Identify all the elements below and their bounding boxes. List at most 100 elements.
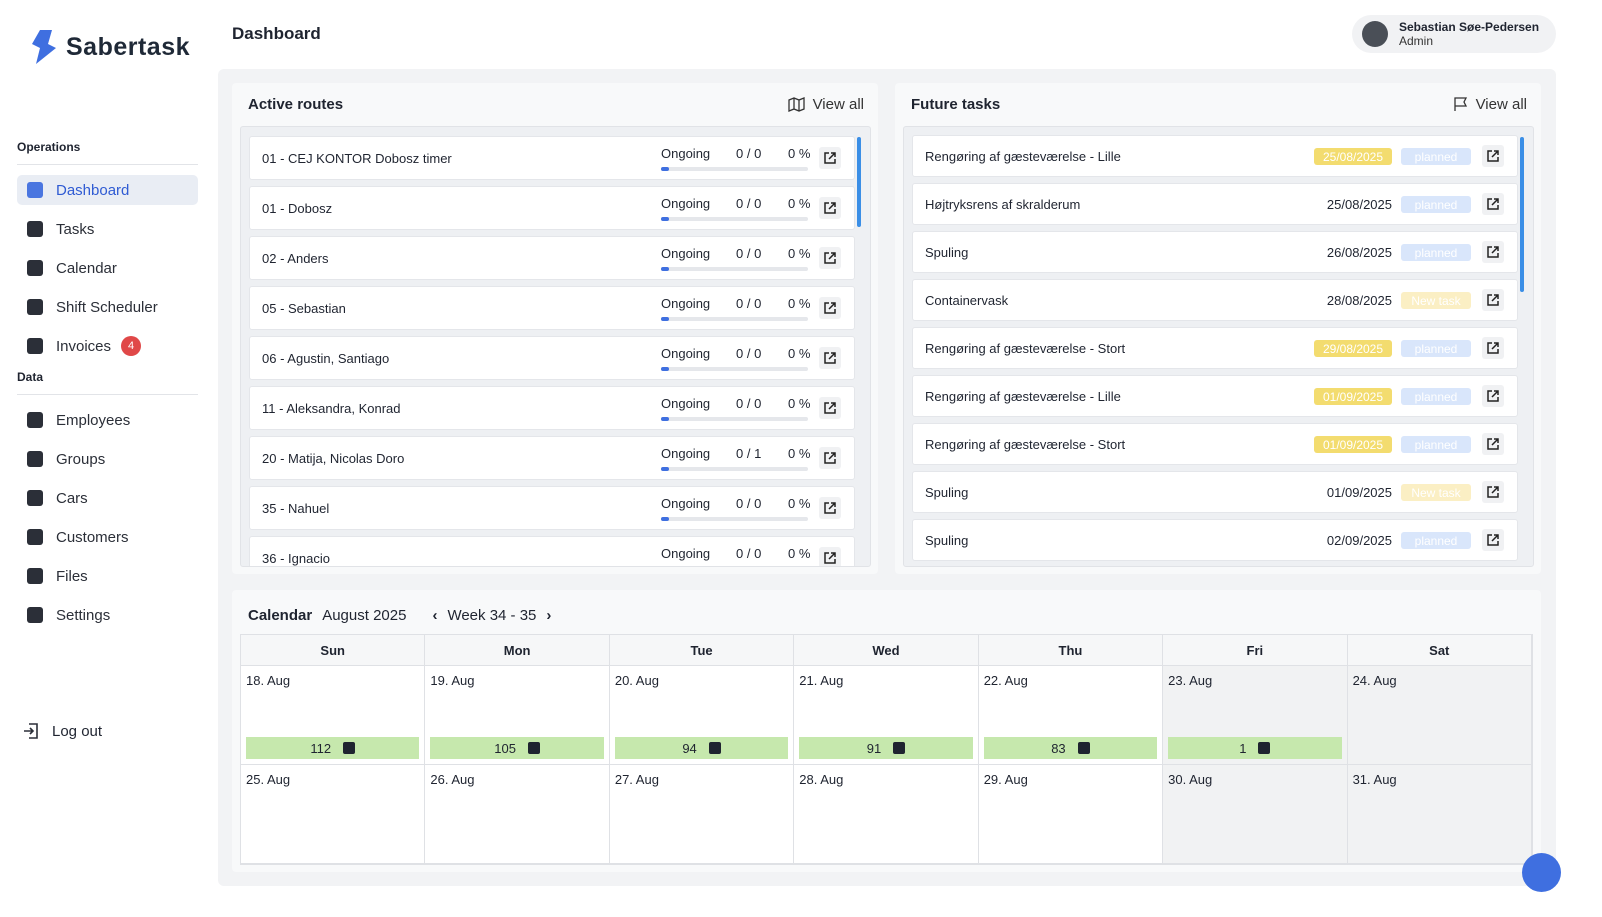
day-date: 30. Aug bbox=[1168, 772, 1213, 787]
day-cell[interactable]: 20. Aug 94 bbox=[609, 666, 795, 765]
day-cell[interactable]: 18. Aug 112 bbox=[241, 666, 426, 765]
nav-item[interactable]: Groups bbox=[17, 444, 198, 474]
route-row[interactable]: 36 - Ignacio Ongoing 0 / 0 0 % bbox=[249, 536, 855, 566]
nav-item[interactable]: Files bbox=[17, 561, 198, 591]
open-button[interactable] bbox=[819, 247, 841, 269]
day-cell[interactable]: 30. Aug bbox=[1163, 765, 1348, 864]
card-title: Active routes bbox=[248, 95, 344, 113]
logout[interactable]: Log out bbox=[22, 722, 102, 740]
task-count-bar[interactable]: 83 bbox=[983, 737, 1158, 759]
nav-item[interactable]: Calendar bbox=[17, 253, 198, 283]
task-row[interactable]: Rengøring af gæsteværelse - Lille 25/08/2… bbox=[912, 135, 1518, 177]
task-name: Rengøring af gæsteværelse - Lille bbox=[925, 148, 1121, 164]
open-button[interactable] bbox=[819, 397, 841, 419]
task-date: 28/08/2025 bbox=[1326, 293, 1392, 308]
open-button[interactable] bbox=[819, 147, 841, 169]
route-name: 01 - Dobosz bbox=[262, 200, 333, 216]
open-button[interactable] bbox=[819, 497, 841, 519]
nav-item[interactable]: Invoices 4 bbox=[17, 331, 198, 361]
route-row[interactable]: 20 - Matija, Nicolas Doro Ongoing 0 / 1 0 % bbox=[249, 436, 855, 480]
route-row[interactable]: 02 - Anders Ongoing 0 / 0 0 % bbox=[249, 236, 855, 280]
view-all[interactable]: View all bbox=[1453, 96, 1527, 113]
nav-label: Customers bbox=[56, 528, 129, 546]
open-button[interactable] bbox=[819, 297, 841, 319]
task-count-bar[interactable]: 105 bbox=[430, 737, 604, 759]
day-cell[interactable]: 28. Aug bbox=[794, 765, 979, 864]
task-row[interactable]: Spuling 26/08/2025 planned bbox=[912, 231, 1518, 273]
day-cell[interactable]: 24. Aug bbox=[1347, 666, 1532, 765]
progress-track bbox=[661, 467, 808, 471]
day-cell[interactable]: 27. Aug bbox=[609, 765, 795, 864]
weekday: Sun bbox=[241, 635, 426, 666]
day-cell[interactable]: 31. Aug bbox=[1347, 765, 1532, 864]
route-row[interactable]: 01 - CEJ KONTOR Dobosz timer Ongoing 0 / 0… bbox=[249, 136, 855, 180]
open-button[interactable] bbox=[819, 547, 841, 566]
progress-track bbox=[661, 517, 808, 521]
weekday: Fri bbox=[1163, 635, 1348, 666]
day-date: 28. Aug bbox=[799, 772, 844, 787]
task-count-bar[interactable]: 91 bbox=[799, 737, 973, 759]
task-row[interactable]: Spuling 02/09/2025 planned bbox=[912, 519, 1518, 561]
open-button[interactable] bbox=[819, 347, 841, 369]
task-count-bar[interactable]: 112 bbox=[246, 737, 420, 759]
task-row[interactable]: Rengøring af gæsteværelse - Lille 01/09/2… bbox=[912, 375, 1518, 417]
day-cell[interactable]: 26. Aug bbox=[425, 765, 610, 864]
task-status: planned bbox=[1401, 436, 1471, 453]
nav-icon bbox=[27, 412, 43, 428]
nav-icon bbox=[27, 299, 43, 315]
nav-item[interactable]: Cars bbox=[17, 483, 198, 513]
nav-item[interactable]: Tasks bbox=[17, 214, 198, 244]
nav-item[interactable]: Settings bbox=[17, 600, 198, 630]
open-button[interactable] bbox=[1482, 433, 1504, 455]
day-cell[interactable]: 22. Aug 83 bbox=[978, 666, 1164, 765]
open-button[interactable] bbox=[819, 197, 841, 219]
task-count-bar[interactable]: 1 bbox=[1168, 737, 1342, 759]
route-row[interactable]: 05 - Sebastian Ongoing 0 / 0 0 % bbox=[249, 286, 855, 330]
open-button[interactable] bbox=[1482, 385, 1504, 407]
nav-item[interactable]: Dashboard bbox=[17, 175, 198, 205]
open-button[interactable] bbox=[1482, 193, 1504, 215]
open-button[interactable] bbox=[1482, 289, 1504, 311]
check-icon bbox=[708, 742, 721, 754]
help-button[interactable] bbox=[1522, 853, 1561, 892]
route-row[interactable]: 06 - Agustin, Santiago Ongoing 0 / 0 0 % bbox=[249, 336, 855, 380]
open-button[interactable] bbox=[819, 447, 841, 469]
task-row[interactable]: Rengøring af gæsteværelse - Stort 29/08/2… bbox=[912, 327, 1518, 369]
route-percent: 0 % bbox=[788, 546, 811, 561]
nav-item[interactable]: Customers bbox=[17, 522, 198, 552]
day-date: 22. Aug bbox=[983, 673, 1028, 688]
task-row[interactable]: Spuling 01/09/2025 New task bbox=[912, 471, 1518, 513]
open-button[interactable] bbox=[1482, 145, 1504, 167]
route-row[interactable]: 01 - Dobosz Ongoing 0 / 0 0 % bbox=[249, 186, 855, 230]
day-date: 18. Aug bbox=[246, 673, 291, 688]
task-status: planned bbox=[1401, 532, 1471, 549]
task-date: 01/09/2025 bbox=[1314, 436, 1392, 453]
day-cell[interactable]: 25. Aug bbox=[241, 765, 426, 864]
day-cell[interactable]: 21. Aug 91 bbox=[794, 666, 979, 765]
task-row[interactable]: Rengøring af gæsteværelse - Stort 01/09/2… bbox=[912, 423, 1518, 465]
user-chip[interactable]: Sebastian Søe-Pedersen Admin bbox=[1352, 15, 1556, 53]
day-cell[interactable]: 19. Aug 105 bbox=[425, 666, 610, 765]
next-week[interactable]: › bbox=[546, 607, 552, 624]
open-icon bbox=[824, 302, 836, 314]
open-button[interactable] bbox=[1482, 241, 1504, 263]
day-cell[interactable]: 23. Aug 1 bbox=[1163, 666, 1348, 765]
open-button[interactable] bbox=[1482, 481, 1504, 503]
open-button[interactable] bbox=[1482, 529, 1504, 551]
open-icon bbox=[1487, 150, 1499, 162]
route-row[interactable]: 11 - Aleksandra, Konrad Ongoing 0 / 0 0 % bbox=[249, 386, 855, 430]
nav-label: Settings bbox=[56, 606, 111, 624]
task-date: 25/08/2025 bbox=[1326, 197, 1392, 212]
task-count: 94 bbox=[682, 740, 697, 756]
route-row[interactable]: 35 - Nahuel Ongoing 0 / 0 0 % bbox=[249, 486, 855, 530]
nav-item[interactable]: Shift Scheduler bbox=[17, 292, 198, 322]
open-button[interactable] bbox=[1482, 337, 1504, 359]
task-row[interactable]: Containervask 28/08/2025 New task bbox=[912, 279, 1518, 321]
prev-week[interactable]: ‹ bbox=[432, 607, 438, 624]
task-row[interactable]: Højtryksrens af skralderum 25/08/2025 plan… bbox=[912, 183, 1518, 225]
task-count-bar[interactable]: 94 bbox=[614, 737, 789, 759]
day-cell[interactable]: 29. Aug bbox=[978, 765, 1164, 864]
nav-item[interactable]: Employees bbox=[17, 405, 198, 435]
view-all[interactable]: View all bbox=[787, 96, 864, 113]
